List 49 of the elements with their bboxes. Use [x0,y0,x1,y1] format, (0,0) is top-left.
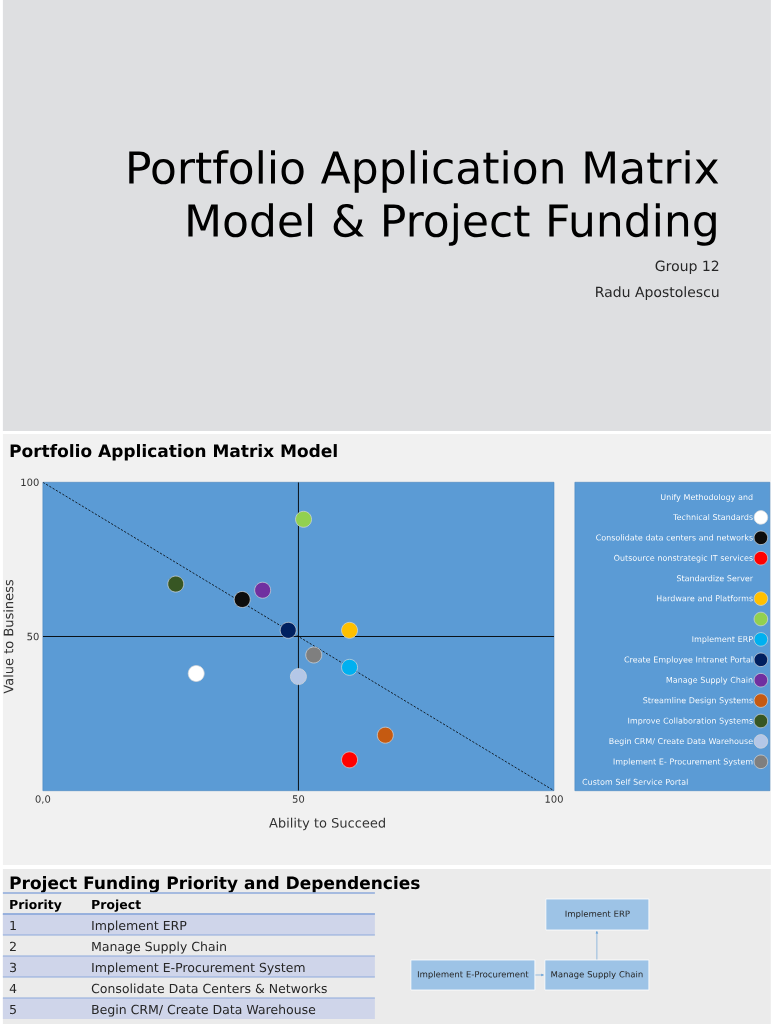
text: Unify Methodology and Technical Standards [661,493,753,521]
text: 2 [10,941,16,951]
legend-label: Manage Supply Chain [666,676,753,685]
text: Standardize Server Hardware and Platforms [657,575,754,602]
chart-title: Portfolio Application Matrix Model [10,444,337,461]
legend-label: Consolidate data centers and networks [596,534,753,541]
text: Consolidate Data Centers & Networks [91,983,327,994]
y-axis-title: Value to Business [3,579,14,694]
point [341,751,358,769]
text: Implement ERP [565,910,630,919]
x-tick-label: 0,0 [35,795,51,804]
text: Project [92,899,141,912]
text: 3 [10,962,17,973]
legend-label: Implement E- Procurement System [613,758,753,767]
text: Group 12 [655,260,719,274]
text: Portfolio Application Matrix Model & Project Funding [129,150,719,246]
point [290,668,307,685]
text: 1 [10,920,16,930]
legend-label: Begin CRM/ Create Data Warehouse [609,737,753,746]
text: Implement E-Procurement System [92,962,305,975]
point [254,581,272,599]
x-tick-label: 100 [545,795,563,803]
text: Project Funding Priority and Dependencies [10,876,420,893]
point [233,591,251,608]
point [377,726,394,744]
point [279,621,297,639]
legend-label: Improve Collaboration Systems [628,717,753,726]
point [187,665,205,682]
legend-label: Implement ERP [692,635,753,644]
point [341,658,358,676]
point [295,510,312,528]
legend-label: Streamline Design Systems [643,697,753,705]
point [305,646,323,664]
point [167,575,185,593]
text: 4 [9,983,17,993]
text: Priority [10,899,62,912]
text: Manage Supply Chain [551,970,643,980]
text: Implement ERP [92,920,187,933]
text: Manage Supply Chain [92,941,226,954]
text: Custom Self Service Portal [582,778,688,785]
point [341,621,358,639]
x-axis-title: Ability to Succeed [269,817,386,831]
text: Begin CRM/ Create Data Warehouse [92,1004,316,1017]
legend-label: Outsource nonstrategic IT services [614,554,753,563]
x-tick-label: 50 [292,795,305,803]
legend-label: Create Employee Intranet Portal [624,656,753,665]
text: Implement E-Procurement [417,970,529,980]
text: 5 [10,1004,16,1015]
text: Radu Apostolescu [596,286,719,300]
